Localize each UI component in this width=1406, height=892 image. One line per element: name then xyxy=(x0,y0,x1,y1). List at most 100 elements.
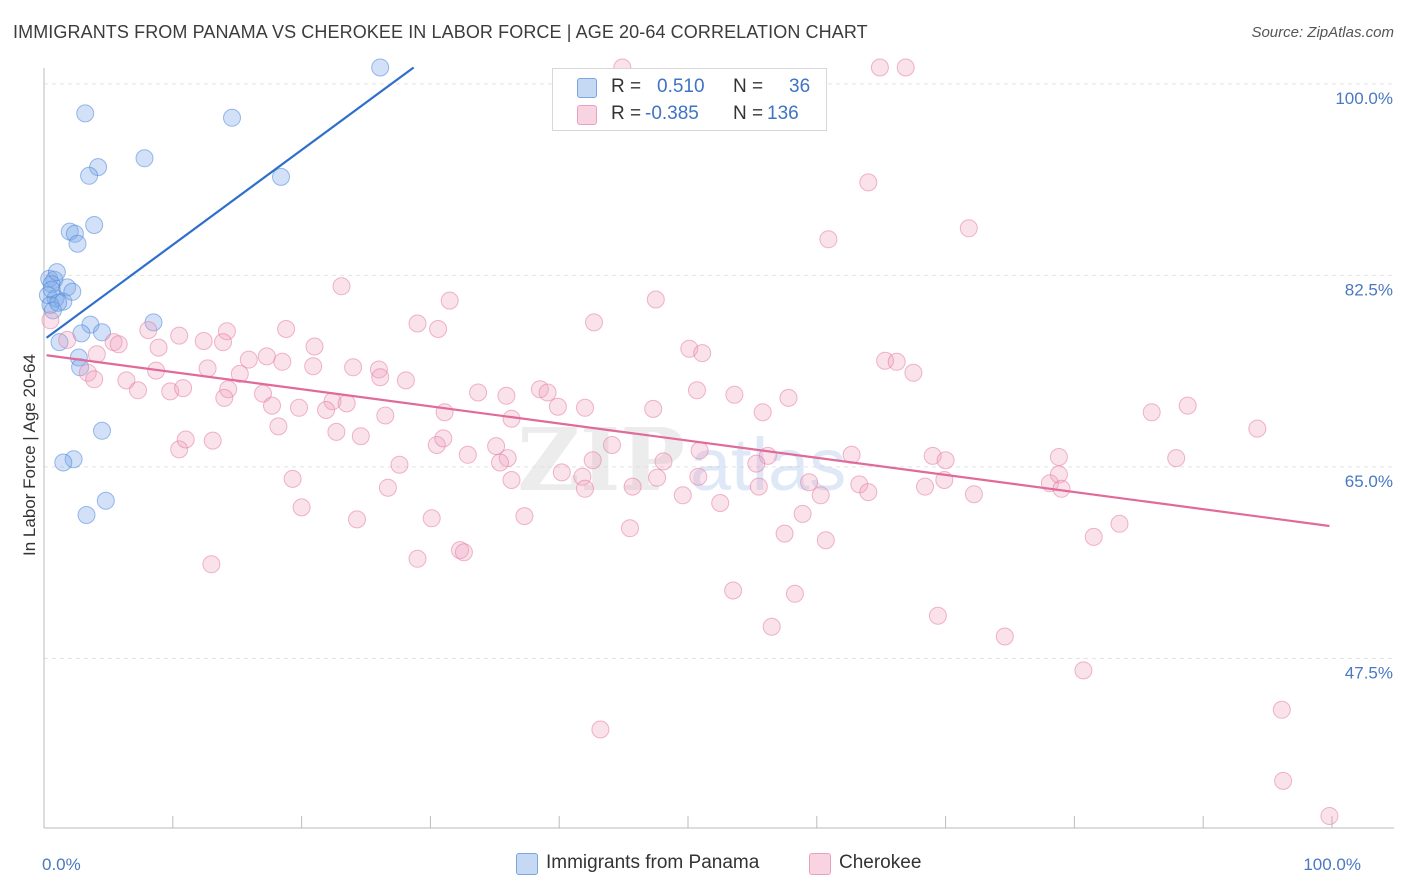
data-point[interactable] xyxy=(749,477,768,496)
data-point[interactable] xyxy=(644,399,663,418)
data-point[interactable] xyxy=(623,477,642,496)
data-point[interactable] xyxy=(219,380,238,399)
data-point[interactable] xyxy=(819,230,838,249)
data-point[interactable] xyxy=(690,441,709,460)
data-point[interactable] xyxy=(351,427,370,446)
data-point[interactable] xyxy=(502,471,521,489)
data-point[interactable] xyxy=(198,359,217,378)
data-point[interactable] xyxy=(1049,448,1068,466)
data-point[interactable] xyxy=(1274,771,1293,790)
data-point[interactable] xyxy=(747,454,766,473)
data-point[interactable] xyxy=(458,445,477,464)
data-point[interactable] xyxy=(135,149,154,168)
data-point[interactable] xyxy=(273,352,292,371)
data-point[interactable] xyxy=(174,379,193,398)
data-point[interactable] xyxy=(515,507,534,526)
data-point[interactable] xyxy=(936,451,955,470)
data-point[interactable] xyxy=(408,549,427,568)
data-point[interactable] xyxy=(850,475,869,494)
data-point[interactable] xyxy=(870,58,889,77)
data-point[interactable] xyxy=(859,173,878,192)
data-point[interactable] xyxy=(58,330,77,349)
data-point[interactable] xyxy=(263,396,281,415)
data-point[interactable] xyxy=(77,506,96,524)
data-point[interactable] xyxy=(1178,396,1197,415)
data-point[interactable] xyxy=(408,314,427,333)
data-point[interactable] xyxy=(693,344,712,363)
data-point[interactable] xyxy=(1110,514,1129,533)
data-point[interactable] xyxy=(41,311,60,330)
data-point[interactable] xyxy=(47,263,66,282)
data-point[interactable] xyxy=(995,627,1014,646)
data-point[interactable] xyxy=(711,494,730,512)
data-point[interactable] xyxy=(576,479,594,498)
data-point[interactable] xyxy=(859,483,878,502)
data-point[interactable] xyxy=(621,519,639,538)
data-point[interactable] xyxy=(469,383,488,402)
data-point[interactable] xyxy=(93,421,111,440)
data-point[interactable] xyxy=(109,335,128,354)
data-point[interactable] xyxy=(1167,449,1186,468)
data-point[interactable] xyxy=(78,363,97,382)
data-point[interactable] xyxy=(170,326,189,345)
data-point[interactable] xyxy=(548,397,567,416)
data-point[interactable] xyxy=(440,291,459,310)
data-point[interactable] xyxy=(454,543,473,562)
data-point[interactable] xyxy=(785,584,804,603)
data-point[interactable] xyxy=(80,166,99,185)
data-point[interactable] xyxy=(1084,527,1103,546)
data-point[interactable] xyxy=(239,350,258,369)
data-point[interactable] xyxy=(54,453,73,472)
data-point[interactable] xyxy=(96,491,115,510)
data-point[interactable] xyxy=(49,293,68,312)
data-point[interactable] xyxy=(85,216,104,234)
data-point[interactable] xyxy=(223,108,241,127)
data-point[interactable] xyxy=(896,58,915,77)
data-point[interactable] xyxy=(435,403,454,422)
data-point[interactable] xyxy=(304,357,323,376)
data-point[interactable] xyxy=(1320,807,1339,825)
data-point[interactable] xyxy=(149,338,168,357)
data-point[interactable] xyxy=(76,104,95,123)
data-point[interactable] xyxy=(369,360,388,379)
data-point[interactable] xyxy=(673,486,692,505)
data-point[interactable] xyxy=(277,320,296,338)
data-point[interactable] xyxy=(427,436,446,454)
data-point[interactable] xyxy=(811,486,830,505)
data-point[interactable] xyxy=(371,368,390,387)
data-point[interactable] xyxy=(1074,661,1093,680)
data-point[interactable] xyxy=(327,422,346,441)
data-point[interactable] xyxy=(779,388,798,407)
data-point[interactable] xyxy=(117,371,136,390)
data-point[interactable] xyxy=(396,371,415,390)
data-point[interactable] xyxy=(283,469,302,488)
data-point[interactable] xyxy=(725,385,744,404)
data-point[interactable] xyxy=(1272,700,1291,719)
data-point[interactable] xyxy=(348,510,366,529)
data-point[interactable] xyxy=(217,322,236,341)
data-point[interactable] xyxy=(793,504,812,523)
data-point[interactable] xyxy=(129,381,147,400)
data-point[interactable] xyxy=(1049,465,1068,484)
data-point[interactable] xyxy=(497,386,516,405)
data-point[interactable] xyxy=(214,333,232,352)
data-point[interactable] xyxy=(305,337,324,356)
data-point[interactable] xyxy=(68,234,87,253)
data-point[interactable] xyxy=(591,720,610,739)
data-point[interactable] xyxy=(42,280,61,299)
data-point[interactable] xyxy=(337,394,356,413)
data-point[interactable] xyxy=(139,321,158,340)
data-point[interactable] xyxy=(552,463,571,482)
data-point[interactable] xyxy=(202,555,221,574)
data-point[interactable] xyxy=(344,358,363,377)
data-point[interactable] xyxy=(64,450,83,469)
data-point[interactable] xyxy=(688,381,706,400)
data-point[interactable] xyxy=(317,401,336,419)
data-point[interactable] xyxy=(1142,403,1161,422)
data-point[interactable] xyxy=(585,313,603,332)
data-point[interactable] xyxy=(378,478,397,497)
data-point[interactable] xyxy=(491,453,509,472)
data-point[interactable] xyxy=(272,167,290,186)
data-point[interactable] xyxy=(376,406,395,425)
data-point[interactable] xyxy=(215,388,234,407)
